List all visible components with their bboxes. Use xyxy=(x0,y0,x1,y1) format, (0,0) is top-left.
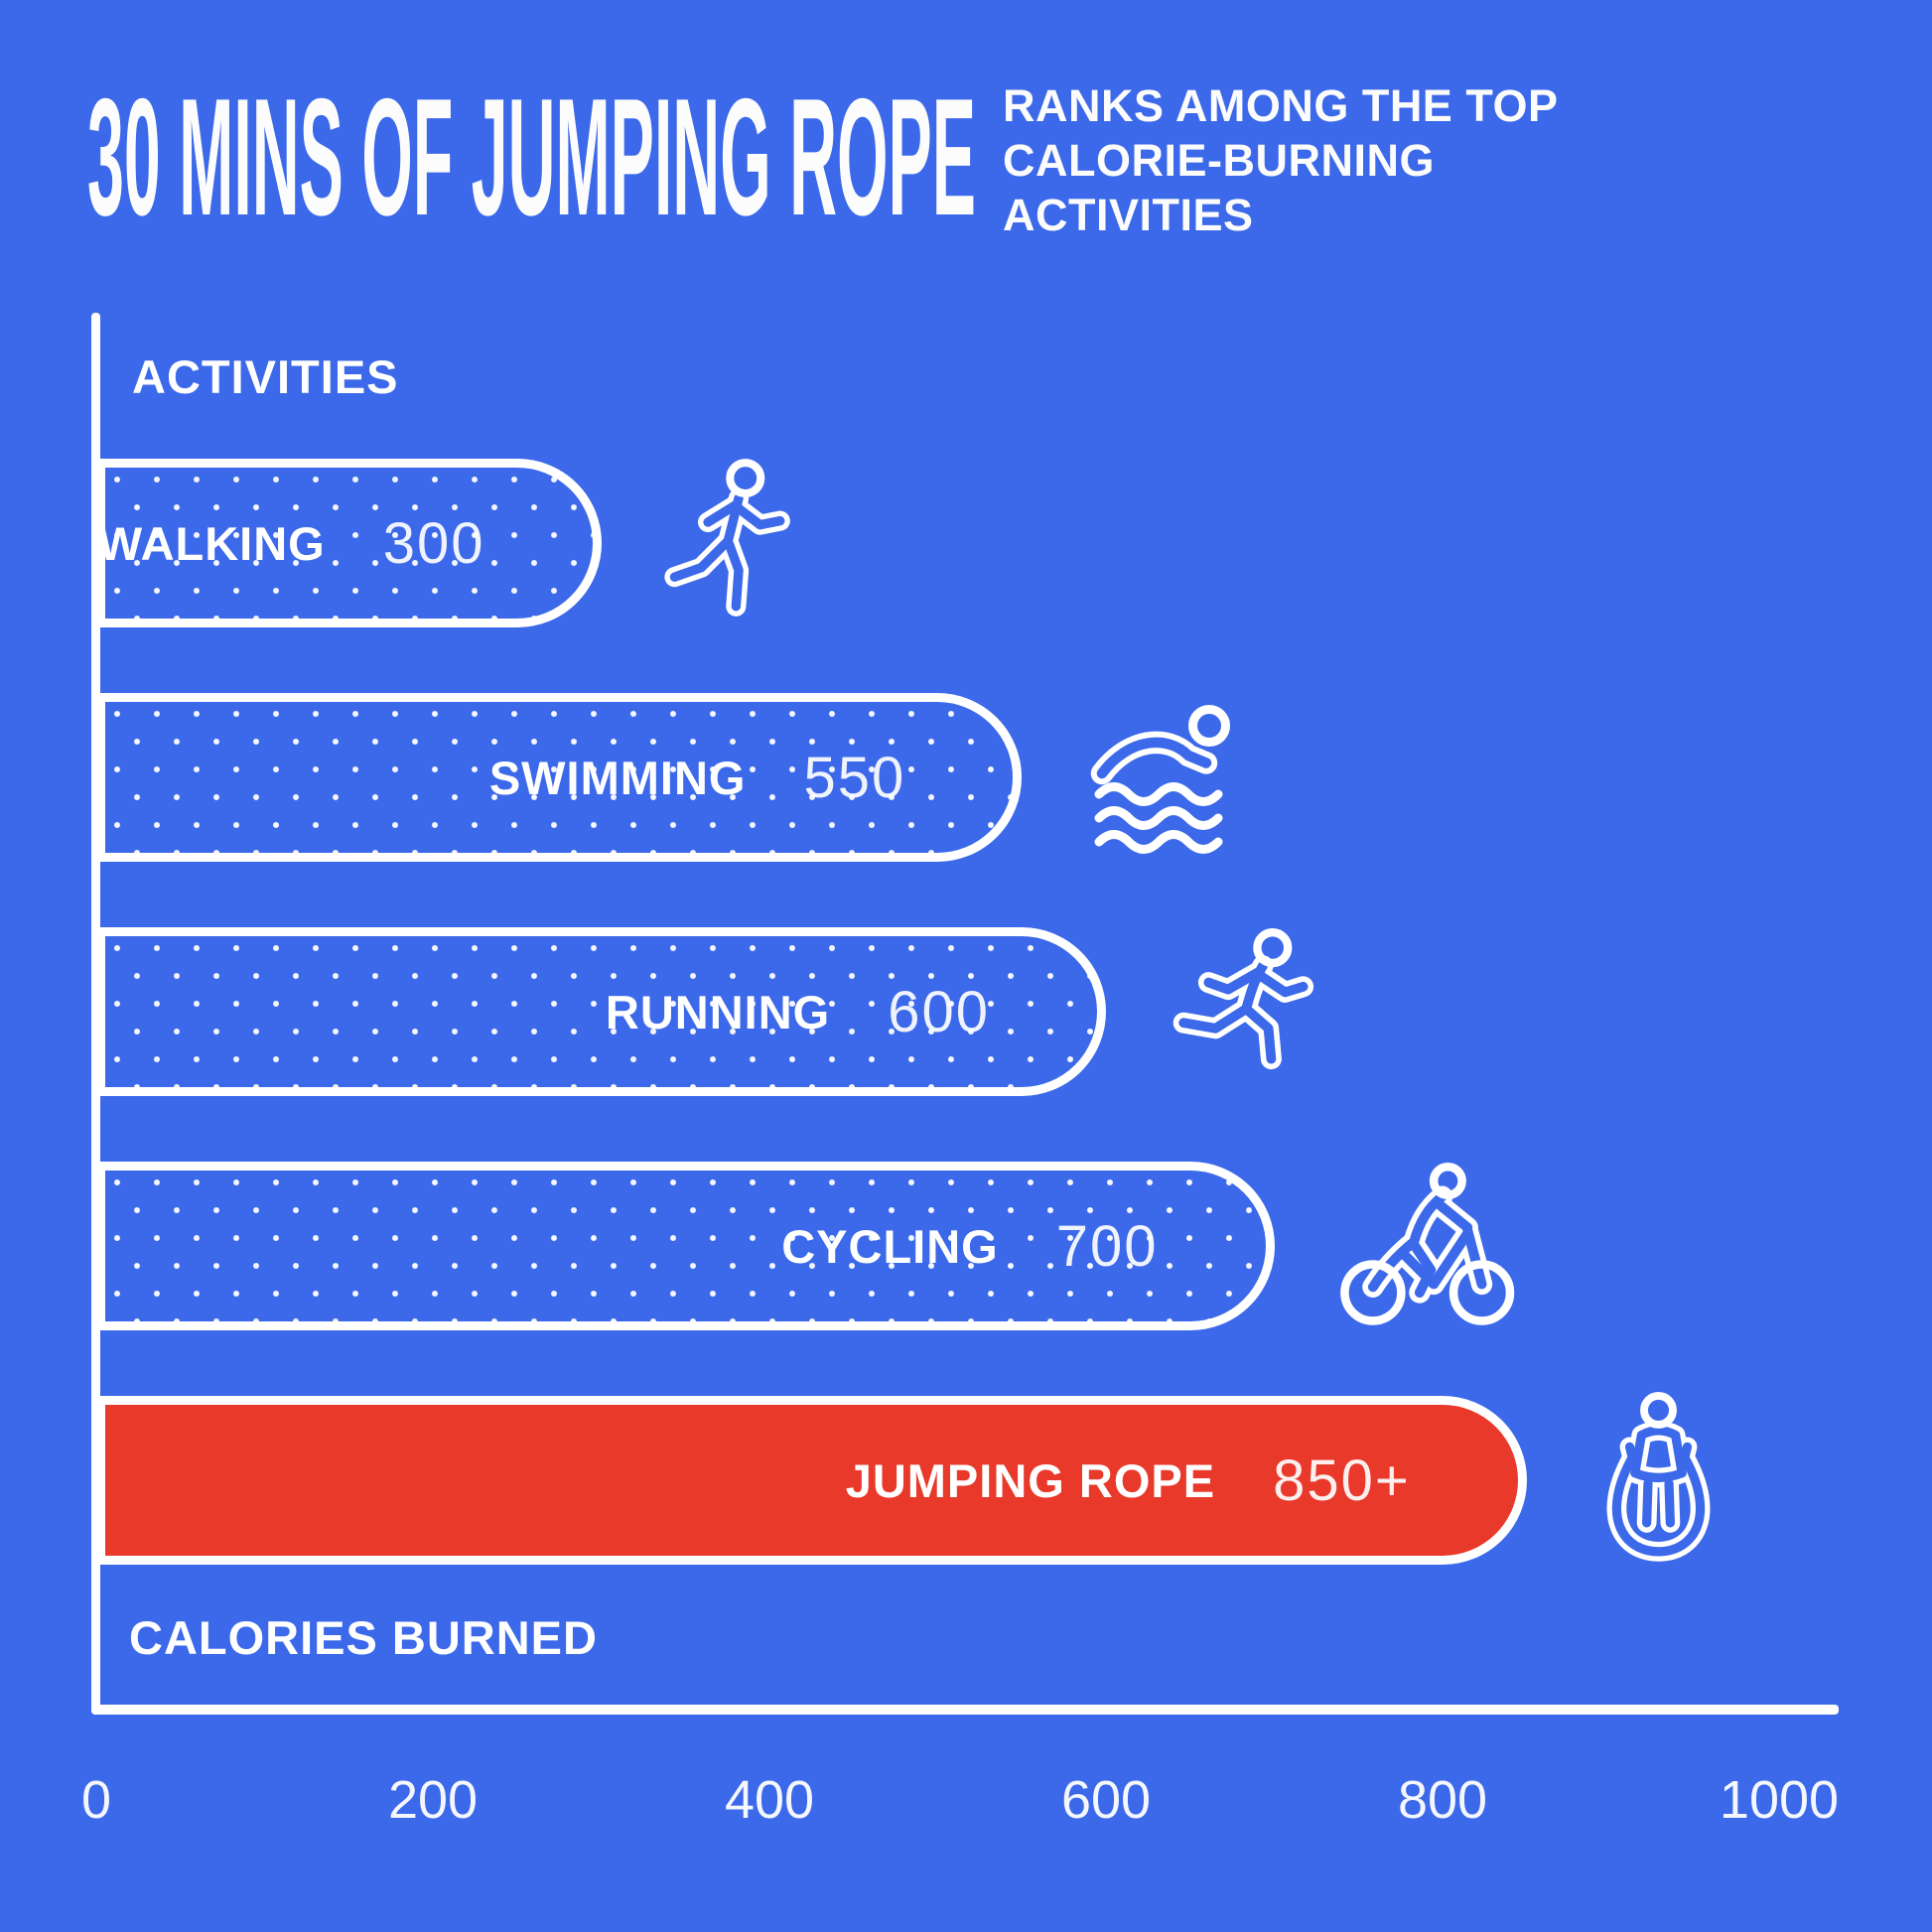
bar-label: JUMPING ROPE xyxy=(845,1453,1216,1507)
swimmer-icon xyxy=(1081,704,1231,854)
bar-value: 700 xyxy=(1055,1213,1159,1279)
subtitle-line: CALORIE-BURNING xyxy=(1003,134,1435,186)
bar-row-jumping-rope: JUMPING ROPE 850+ xyxy=(96,1392,1779,1565)
bar-row-running: RUNNING 600 xyxy=(96,927,1779,1096)
bar-label: CYCLING xyxy=(781,1219,999,1273)
bar-label: SWIMMING xyxy=(488,751,747,804)
bar-label: WALKING xyxy=(97,516,326,570)
bar-row-swimming: SWIMMING 550 xyxy=(96,693,1779,862)
bar-jumping-rope: JUMPING ROPE 850+ xyxy=(96,1396,1527,1565)
page-title-text: 30 MINS OF JUMPING ROPE xyxy=(87,66,976,229)
x-axis-title: CALORIES BURNED xyxy=(129,1611,598,1664)
x-tick: 400 xyxy=(724,1770,815,1830)
bar-value: 550 xyxy=(803,745,906,810)
bar-row-walking: WALKING 300 xyxy=(96,458,1779,630)
x-tick: 800 xyxy=(1397,1770,1488,1830)
bar-cycling: CYCLING 700 xyxy=(96,1162,1275,1330)
bar-value: 300 xyxy=(382,510,485,576)
page-title: 30 MINS OF JUMPING ROPE xyxy=(87,66,976,229)
bar-chart: WALKING 300 SWIMMING 550 xyxy=(96,458,1779,1630)
bar-value: 600 xyxy=(888,979,990,1044)
subtitle-line: RANKS AMONG THE TOP xyxy=(1003,80,1559,131)
x-axis-line xyxy=(91,1705,1839,1715)
subtitle-line: ACTIVITIES xyxy=(1003,189,1254,240)
jump-rope-person-icon xyxy=(1587,1392,1730,1569)
page-subtitle: RANKS AMONG THE TOP CALORIE-BURNING ACTI… xyxy=(1003,79,1559,243)
bar-row-cycling: CYCLING 700 xyxy=(96,1162,1779,1330)
bar-swimming: SWIMMING 550 xyxy=(96,693,1023,862)
y-axis-line xyxy=(91,313,100,1715)
bar-value: 850+ xyxy=(1273,1448,1411,1513)
y-axis-title: ACTIVITIES xyxy=(132,350,399,403)
bar-walking: WALKING 300 xyxy=(96,459,602,627)
cyclist-icon xyxy=(1339,1163,1514,1325)
x-axis-ticks: 0 200 400 600 800 1000 xyxy=(81,1769,1839,1839)
bar-running: RUNNING 600 xyxy=(96,927,1106,1096)
x-tick: 0 xyxy=(80,1770,112,1830)
runner-icon xyxy=(1166,928,1332,1095)
x-tick: 200 xyxy=(387,1770,479,1830)
walking-person-icon xyxy=(661,458,808,630)
x-tick: 1000 xyxy=(1719,1770,1840,1830)
bar-label: RUNNING xyxy=(605,985,831,1038)
x-tick: 600 xyxy=(1060,1770,1152,1830)
